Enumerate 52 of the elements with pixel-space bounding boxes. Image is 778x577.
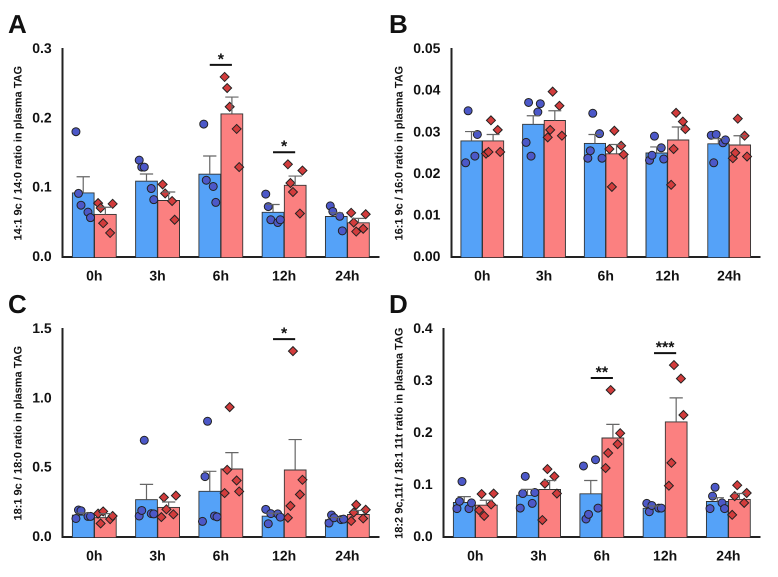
x-tick-label: 0h	[467, 547, 484, 564]
x-tick-label: 6h	[594, 547, 610, 564]
y-tick-label: 0.2	[413, 424, 433, 440]
y-tick-label: 0.04	[413, 82, 441, 98]
y-tick-label: 0.0	[32, 528, 52, 544]
x-tick-label: 0h	[86, 267, 102, 284]
x-tick-label: 24h	[716, 547, 740, 564]
x-tick-label: 0h	[474, 267, 490, 284]
annotation: *	[218, 51, 225, 68]
x-tick-label: 6h	[212, 547, 230, 564]
y-tick-label: 0.3	[32, 40, 52, 56]
y-tick-label: 1.0	[32, 389, 52, 406]
y-tick-label: 0.1	[413, 476, 433, 492]
x-tick-label: 12h	[653, 547, 678, 564]
x-tick-label: 6h	[212, 267, 230, 284]
annotation: ***	[656, 339, 676, 356]
x-tick-label: 24h	[717, 267, 742, 284]
y-tick-label: 0.5	[32, 458, 52, 475]
x-tick-label: 12h	[272, 547, 296, 564]
y-tick-label: 0.1	[32, 178, 52, 195]
x-tick-label: 12h	[655, 267, 680, 284]
y-tick-label: 0.4	[413, 320, 433, 336]
x-tick-label: 24h	[335, 547, 360, 564]
y-tick-label: 0.0	[32, 248, 52, 264]
y-tick-label: 0.05	[413, 40, 441, 56]
y-tick-label: 0.02	[413, 164, 441, 181]
y-tick-label: 0.03	[413, 123, 441, 140]
x-tick-label: 24h	[335, 267, 360, 284]
chart-title: B	[389, 8, 408, 39]
x-tick-label: 12h	[272, 267, 296, 284]
chart-title: C	[8, 288, 27, 319]
y-tick-label: 0.0	[413, 528, 433, 544]
y-tick-label: 0.00	[413, 248, 441, 264]
annotation: *	[280, 138, 288, 156]
annotation: **	[596, 364, 609, 382]
y-tick-label: 1.5	[32, 320, 52, 336]
y-tick-label: 0.3	[413, 372, 433, 388]
y-axis-title: 16:1 9c / 16:0 ratio in plasma TAG	[394, 66, 406, 241]
x-tick-label: 6h	[598, 267, 614, 284]
x-tick-label: 3h	[530, 547, 547, 564]
annotation: *	[280, 326, 288, 343]
y-tick-label: 0.01	[413, 206, 441, 222]
chart-title: D	[389, 288, 408, 319]
x-tick-label: 3h	[536, 267, 552, 284]
x-tick-label: 3h	[149, 547, 166, 564]
x-tick-label: 3h	[149, 267, 166, 284]
x-tick-label: 0h	[86, 547, 102, 564]
y-axis-title: 18:2 9c,11t / 18:1 11t ratio in plasma TAG	[394, 328, 406, 539]
chart-title: A	[8, 8, 27, 39]
y-axis-title: 18:1 9c / 18:0 ratio in plasma TAG	[12, 346, 25, 521]
y-axis-title: 14:1 9c / 14:0 ratio in plasma TAG	[12, 66, 25, 241]
y-tick-label: 0.2	[32, 109, 52, 126]
